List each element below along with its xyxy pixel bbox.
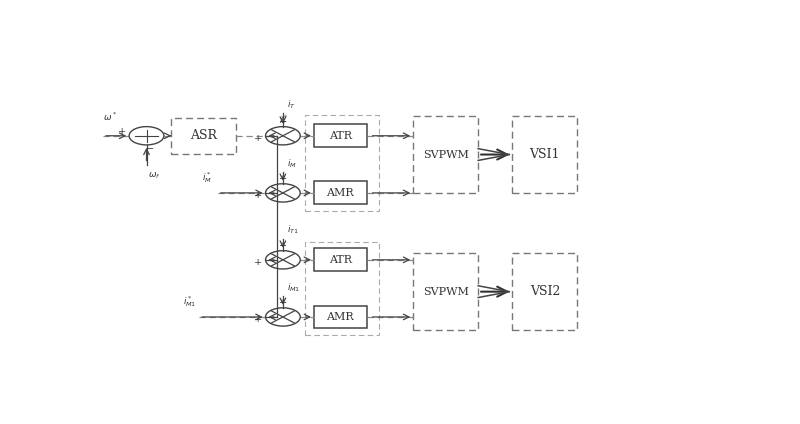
Text: $\omega_f$: $\omega_f$ — [148, 170, 161, 181]
Text: −: − — [279, 175, 287, 184]
Text: −: − — [146, 145, 154, 153]
Text: SVPWM: SVPWM — [422, 150, 469, 159]
Text: +: + — [254, 191, 262, 200]
Text: SVPWM: SVPWM — [422, 287, 469, 297]
Text: VSI1: VSI1 — [530, 148, 560, 161]
Text: VSI2: VSI2 — [530, 285, 560, 298]
Text: −: − — [279, 299, 287, 308]
Text: $\omega^*$: $\omega^*$ — [103, 110, 118, 123]
Text: $i_T^*$: $i_T^*$ — [279, 113, 289, 128]
Bar — [413, 116, 478, 193]
Text: $i_M^*$: $i_M^*$ — [202, 170, 211, 185]
Bar — [314, 248, 366, 271]
Text: AMR: AMR — [326, 188, 354, 198]
Bar — [512, 253, 578, 330]
Text: ATR: ATR — [329, 255, 352, 265]
Text: ASR: ASR — [190, 129, 218, 142]
Text: −: − — [279, 118, 287, 127]
Bar — [512, 116, 578, 193]
Text: $i_M$: $i_M$ — [286, 158, 297, 170]
Bar — [314, 181, 366, 204]
Text: $i_T$: $i_T$ — [286, 99, 295, 111]
Text: $i_{T1}$: $i_{T1}$ — [286, 224, 298, 236]
Text: +: + — [254, 134, 262, 143]
Text: $i_{M1}$: $i_{M1}$ — [286, 282, 300, 294]
Bar — [314, 306, 366, 328]
Text: +: + — [254, 258, 262, 267]
Text: ATR: ATR — [329, 131, 352, 141]
Text: +: + — [118, 127, 126, 137]
Bar — [413, 253, 478, 330]
Text: −: − — [279, 242, 287, 251]
Bar — [305, 242, 379, 335]
Bar — [171, 118, 237, 154]
Text: $i_{M1}^*$: $i_{M1}^*$ — [182, 294, 196, 309]
Text: AMR: AMR — [326, 312, 354, 322]
Text: +: + — [254, 315, 262, 324]
Bar — [305, 114, 379, 211]
Bar — [314, 124, 366, 147]
